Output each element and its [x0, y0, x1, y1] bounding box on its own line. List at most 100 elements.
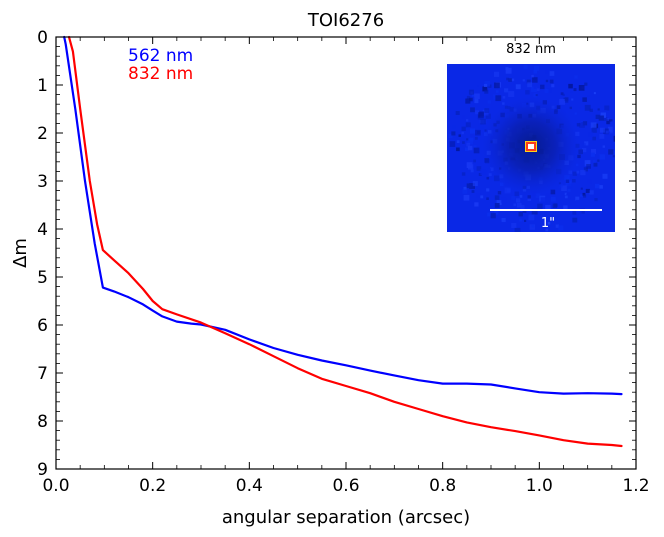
y-tick-label: 1	[37, 76, 48, 96]
inset-speckle-dot	[490, 213, 496, 219]
inset-speckle-dot	[587, 94, 590, 98]
inset-speckle-dot	[545, 228, 549, 232]
x-tick-label: 0.2	[139, 476, 166, 496]
inset-speckle-dot	[609, 167, 614, 172]
inset-speckle-dot	[600, 127, 605, 133]
inset-speckle-dot	[605, 130, 609, 134]
inset-speckle-dot	[604, 105, 610, 111]
inset-speckle-dot	[578, 85, 585, 91]
inset-speckle-dot	[484, 83, 488, 87]
inset-speckle-dot	[582, 97, 587, 102]
inset-speckle-dot	[551, 218, 554, 221]
inset-speckle-dot	[606, 119, 612, 125]
inset-speckle-dot	[609, 121, 614, 125]
inset-speckle-dot	[519, 218, 522, 222]
inset-speckle-dot	[545, 70, 550, 75]
inset-speckle-dot	[451, 125, 456, 130]
inset-speckle-dot	[506, 77, 509, 81]
inset-speckle-dot	[474, 93, 480, 99]
inset-speckle-dot	[594, 189, 598, 193]
inset-speckle-dot	[589, 108, 593, 112]
inset-speckle-dot	[572, 217, 578, 223]
inset-speckle-dot	[468, 89, 474, 95]
inset-speckle-dot	[456, 140, 460, 143]
inset-speckle-dot	[484, 89, 489, 94]
inset-speckle-dot	[463, 186, 467, 190]
y-tick-label: 9	[37, 460, 48, 480]
series-line-832nm	[67, 35, 623, 448]
inset-speckle-dot	[576, 210, 582, 216]
inset-speckle-dot	[477, 205, 481, 209]
inset-speckle-dot	[505, 67, 512, 74]
y-tick-label: 4	[37, 220, 48, 240]
plot-area	[63, 35, 623, 448]
inset-speckle-dot	[594, 183, 600, 189]
inset-speckle-dot	[582, 192, 586, 196]
chart-title: TOI6276	[307, 10, 384, 31]
legend-562nm: 562 nm	[128, 46, 193, 66]
inset-scale-label: 1"	[541, 216, 555, 231]
inset-speckle-dot	[605, 117, 609, 121]
inset-speckle-dot	[462, 188, 468, 194]
inset-speckle-dot	[584, 82, 588, 86]
inset-speckle-dot	[494, 71, 500, 77]
inset-speckle-dot	[573, 88, 577, 92]
inset-star-core	[528, 144, 534, 149]
inset-speckle-dot	[463, 194, 470, 201]
x-tick-label: 0.6	[332, 476, 359, 496]
legend-832nm: 832 nm	[128, 64, 193, 84]
inset-title: 832 nm	[506, 42, 556, 57]
inset-speckle-dot	[599, 185, 603, 189]
inset-speckle-dot	[482, 86, 488, 92]
inset-speckle-dot	[574, 75, 578, 79]
inset-speckle-dot	[575, 199, 582, 206]
series-line-562nm	[63, 35, 623, 396]
inset-speckle-dot	[471, 190, 475, 193]
x-tick-label: 0.0	[42, 476, 69, 496]
inset-speckle-dot	[456, 147, 460, 152]
inset-speckle-dot	[575, 196, 580, 201]
inset-speckle-dot	[595, 114, 600, 119]
inset-speckle-dot	[528, 214, 535, 221]
inset-speckle-dot	[501, 218, 506, 223]
inset-speckle-dot	[475, 193, 481, 199]
inset-speckle-dot	[474, 202, 479, 207]
inset-speckle-dot	[610, 130, 613, 134]
y-tick-label: 3	[37, 172, 48, 192]
inset-speckle-dot	[602, 145, 605, 148]
inset-speckle-dot	[583, 194, 587, 198]
inset-speckle-dot	[568, 83, 573, 89]
inset-speckle-dot	[594, 198, 598, 202]
y-axis-label: Δm	[10, 238, 31, 268]
inset-speckle-dot	[599, 154, 605, 160]
inset-speckle-dot	[484, 81, 491, 87]
inset-speckle-dot	[612, 155, 615, 158]
inset-speckle-dot	[448, 134, 453, 139]
inset-speckle-dot	[597, 108, 600, 111]
y-tick-label: 5	[37, 268, 48, 288]
inset-speckle-dot	[593, 92, 596, 95]
inset-speckle-dot	[451, 131, 456, 136]
inset-speckle-dot	[472, 93, 475, 97]
y-tick-label: 0	[37, 28, 48, 48]
inset-speckle-dot	[597, 102, 600, 106]
axis-ticks: 0.0 0.2 0.4 0.6 0.8 1.0 1.2 0 1 2 3 4 5 6 7 8 9	[37, 28, 649, 496]
inset-speckle-dot	[465, 98, 471, 104]
inset-speckle-dot	[580, 194, 583, 197]
inset-speckle-dot	[547, 222, 551, 225]
inset-speckle-dot	[555, 224, 559, 228]
inset-speckle-dot	[602, 173, 608, 179]
inset-speckle-dot	[476, 84, 479, 87]
inset-speckle-dot	[572, 210, 577, 215]
x-tick-label: 0.8	[429, 476, 456, 496]
inset-speckle-dot	[608, 149, 614, 155]
inset-speckle-dot	[458, 134, 461, 137]
inset-speckle-dot	[613, 135, 615, 142]
inset-speckle-dot	[604, 150, 609, 155]
inset-speckle-dot	[603, 182, 608, 187]
y-tick-label: 6	[37, 316, 48, 336]
inset-speckle-dot	[466, 183, 472, 189]
x-tick-label: 0.4	[236, 476, 263, 496]
inset-speckle-dot	[469, 97, 473, 102]
